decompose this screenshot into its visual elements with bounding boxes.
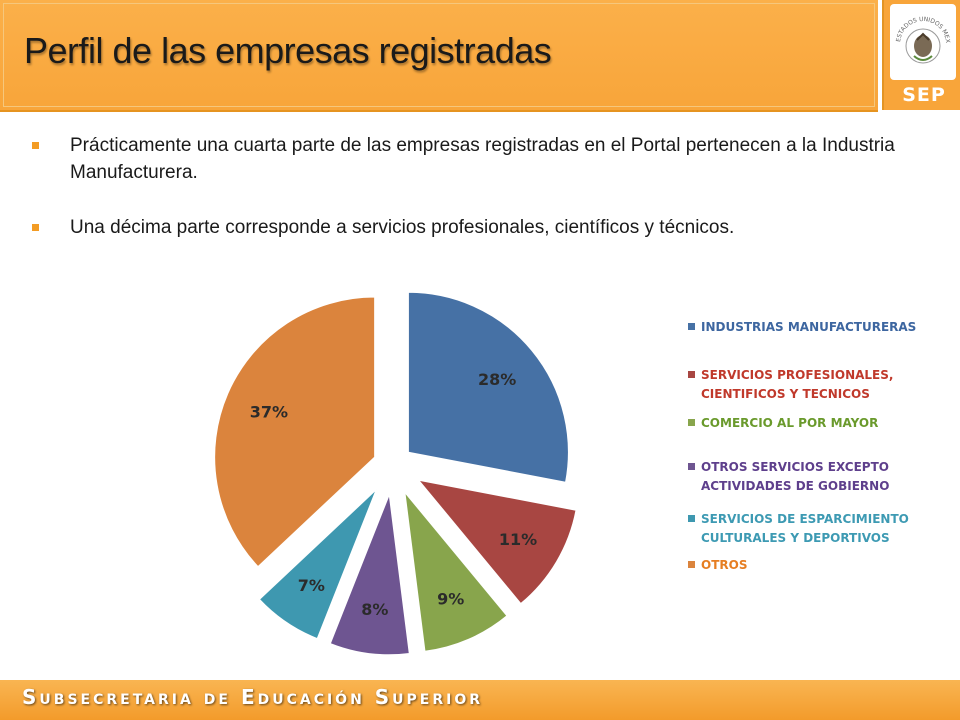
legend-swatch bbox=[688, 561, 695, 568]
pie-slice bbox=[214, 296, 376, 568]
logo-frame: ESTADOS UNIDOS MEXICANOS SEP bbox=[882, 0, 960, 110]
pie-slice bbox=[258, 489, 377, 640]
footer-bar: Subsecretaria de Educación Superior bbox=[0, 680, 960, 720]
pie-slice bbox=[329, 494, 410, 656]
legend-swatch bbox=[688, 515, 695, 522]
legend-swatch bbox=[688, 371, 695, 378]
legend-swatch bbox=[688, 323, 695, 330]
coat-of-arms-icon: ESTADOS UNIDOS MEXICANOS bbox=[888, 0, 956, 80]
legend-swatch bbox=[688, 419, 695, 426]
bullet-text: Una décima parte corresponde a servicios… bbox=[70, 217, 735, 238]
slice-data-label: 28% bbox=[478, 370, 516, 389]
bullet-item: Una décima parte corresponde a servicios… bbox=[32, 214, 912, 241]
legend-swatch bbox=[688, 463, 695, 470]
slice-data-label: 11% bbox=[499, 530, 537, 549]
legend-label: OTROS SERVICIOS EXCEPTO ACTIVIDADES DE G… bbox=[701, 460, 890, 493]
bullet-list: Prácticamente una cuarta parte de las em… bbox=[32, 132, 912, 241]
slice-data-label: 8% bbox=[361, 600, 388, 619]
slice-data-label: 9% bbox=[437, 589, 464, 608]
slice-data-label: 37% bbox=[250, 402, 288, 421]
legend-label: COMERCIO AL POR MAYOR bbox=[701, 416, 879, 430]
bullet-text: Prácticamente una cuarta parte de las em… bbox=[70, 135, 895, 183]
sep-logo: ESTADOS UNIDOS MEXICANOS SEP bbox=[880, 0, 960, 116]
bullet-marker bbox=[32, 142, 39, 149]
slice-data-label: 7% bbox=[298, 576, 325, 595]
page-title: Perfil de las empresas registradas bbox=[24, 30, 552, 71]
legend-label: OTROS bbox=[701, 558, 748, 572]
footer-title: Subsecretaria de Educación Superior bbox=[22, 685, 484, 709]
header-frame bbox=[3, 3, 875, 107]
legend-label: SERVICIOS DE ESPARCIMIENTO CULTURALES Y … bbox=[701, 512, 909, 545]
pie-slice bbox=[407, 291, 569, 483]
legend-label: SERVICIOS PROFESIONALES, CIENTIFICOS Y T… bbox=[701, 368, 894, 401]
legend-label: INDUSTRIAS MANUFACTURERAS bbox=[701, 320, 917, 334]
bullet-marker bbox=[32, 224, 39, 231]
pie-slice bbox=[417, 479, 577, 605]
pie-slice bbox=[404, 490, 508, 652]
sep-label: SEP bbox=[902, 84, 946, 106]
bullet-item: Prácticamente una cuarta parte de las em… bbox=[32, 132, 912, 186]
header-bar: Perfil de las empresas registradas bbox=[0, 0, 878, 112]
pie-chart: 28% 11% 9% 8% 7% 37% bbox=[214, 291, 577, 656]
